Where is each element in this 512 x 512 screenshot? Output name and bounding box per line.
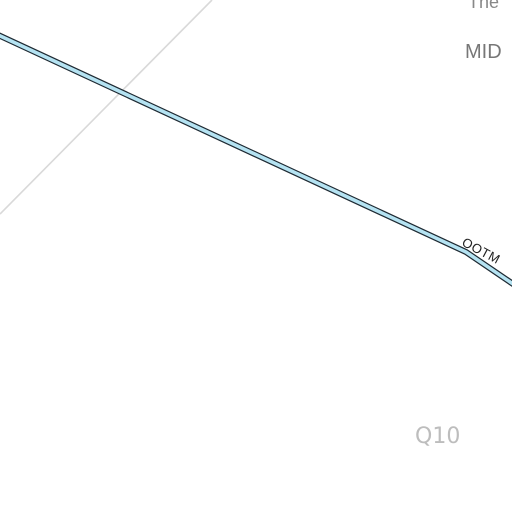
minor-boundary-line: [0, 0, 213, 215]
district-label: MID: [465, 41, 502, 63]
grid-reference-label: Q10: [415, 424, 460, 449]
place-label-partial: The: [468, 0, 499, 12]
main-road-fill: [0, 33, 512, 286]
main-road[interactable]: [0, 32, 512, 287]
